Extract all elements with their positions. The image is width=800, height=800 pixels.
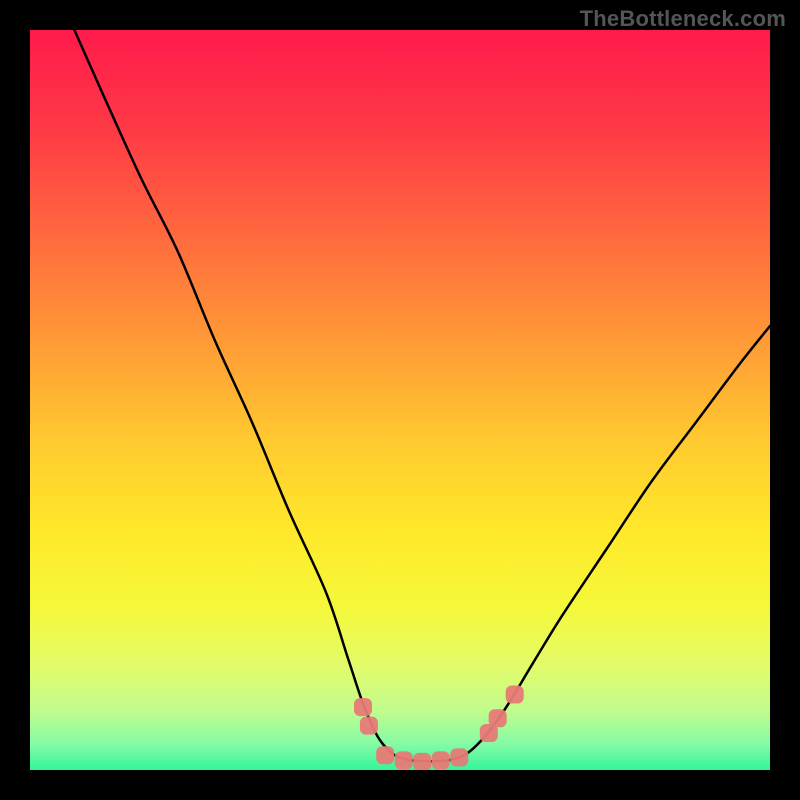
bottleneck-chart	[30, 30, 770, 770]
marker-point	[354, 698, 372, 716]
marker-point	[489, 709, 507, 727]
watermark-text: TheBottleneck.com	[580, 6, 786, 32]
plot-area	[30, 30, 770, 770]
outer-frame: TheBottleneck.com	[0, 0, 800, 800]
marker-point	[506, 686, 524, 704]
gradient-background	[30, 30, 770, 770]
marker-point	[432, 751, 450, 769]
marker-point	[395, 751, 413, 769]
marker-point	[376, 746, 394, 764]
marker-point	[450, 748, 468, 766]
marker-point	[360, 717, 378, 735]
marker-point	[413, 753, 431, 770]
